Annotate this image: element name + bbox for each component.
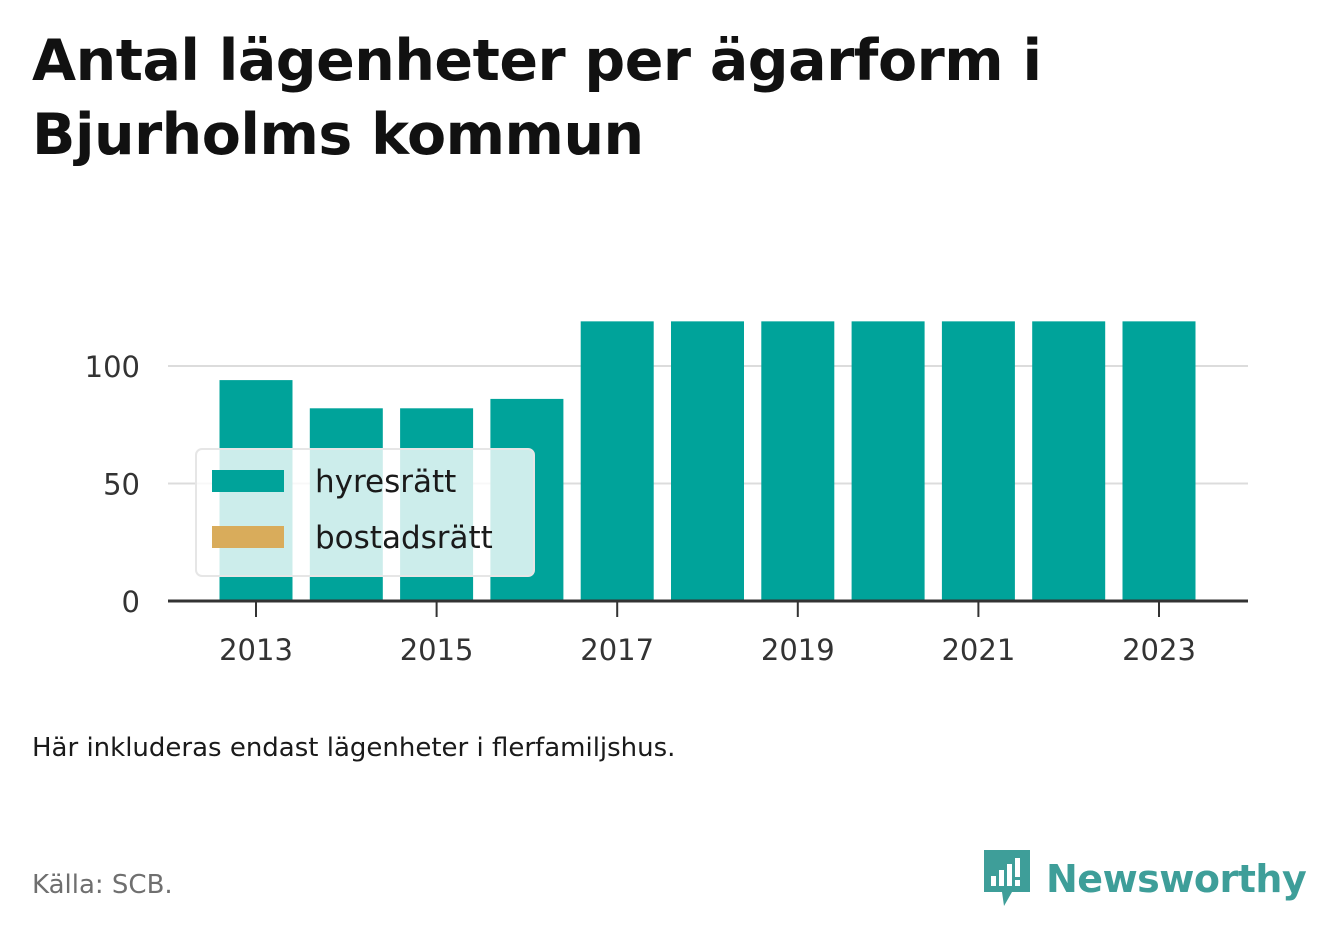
- legend-label: bostadsrätt: [315, 520, 493, 556]
- bar-hyresrätt-2023: [1122, 321, 1196, 601]
- source-text: Källa: SCB.: [32, 870, 173, 900]
- bar-hyresrätt-2018: [671, 321, 744, 601]
- bar-hyresrätt-2022: [1032, 321, 1106, 601]
- bar-hyresrätt-2020: [851, 321, 925, 601]
- x-tick-label: 2021: [941, 633, 1015, 667]
- newsworthy-logo-icon: [984, 850, 1030, 906]
- y-tick-label: 50: [103, 468, 140, 502]
- chart-title: Antal lägenheter per ägarform i Bjurholm…: [32, 28, 1042, 168]
- x-tick-label: 2017: [580, 633, 654, 667]
- y-tick-label: 100: [85, 350, 140, 384]
- chart-note: Här inkluderas endast lägenheter i flerf…: [32, 733, 676, 763]
- bar-hyresrätt-2017: [580, 321, 654, 601]
- legend: hyresrätt bostadsrätt: [195, 448, 535, 577]
- x-tick-label: 2019: [761, 633, 835, 667]
- bar-hyresrätt-2019: [761, 321, 835, 601]
- y-tick-label: 0: [122, 585, 140, 619]
- legend-swatch-bostadsrätt: [212, 526, 284, 548]
- axes: 0 50 100 2013 2015 2017 2019 2021 2023: [85, 350, 1248, 667]
- bar-hyresrätt-2021: [941, 321, 1015, 601]
- legend-swatch-hyresrätt: [212, 470, 284, 492]
- x-tick-label: 2023: [1122, 633, 1196, 667]
- legend-label: hyresrätt: [315, 464, 456, 500]
- x-tick-label: 2013: [219, 633, 293, 667]
- x-tick-label: 2015: [400, 633, 474, 667]
- brand-name: Newsworthy: [1046, 857, 1307, 901]
- brand-logo: Newsworthy: [982, 848, 1307, 910]
